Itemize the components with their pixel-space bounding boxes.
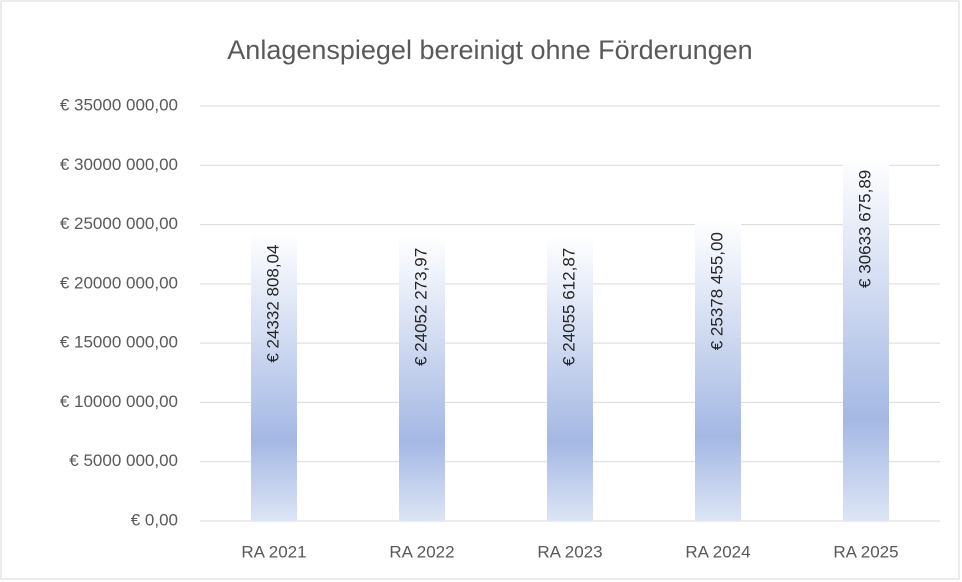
y-tick-label: € 15000 000,00	[60, 333, 178, 352]
value-label: € 25378 455,00	[707, 232, 726, 350]
x-tick-label: RA 2024	[685, 542, 750, 561]
bar	[399, 235, 445, 521]
y-tick-label: € 35000 000,00	[60, 95, 178, 114]
y-tick-label: € 0,00	[131, 510, 178, 529]
y-tick-label: € 10000 000,00	[60, 392, 178, 411]
y-tick-label: € 25000 000,00	[60, 214, 178, 233]
bar	[843, 157, 889, 521]
x-tick-label: RA 2023	[537, 542, 602, 561]
chart-title: Anlagenspiegel bereinigt ohne Förderunge…	[227, 35, 752, 65]
x-tick-label: RA 2021	[241, 542, 306, 561]
value-label: € 24332 808,04	[263, 244, 282, 362]
bar	[547, 235, 593, 521]
bar	[251, 232, 297, 521]
y-tick-label: € 5000 000,00	[69, 451, 178, 470]
value-label: € 30633 675,89	[855, 170, 874, 288]
bar	[695, 220, 741, 521]
value-label: € 24052 273,97	[411, 248, 430, 366]
value-label: € 24055 612,87	[559, 248, 578, 366]
x-tick-label: RA 2025	[833, 542, 898, 561]
x-tick-label: RA 2022	[389, 542, 454, 561]
y-tick-label: € 30000 000,00	[60, 155, 178, 174]
y-tick-label: € 20000 000,00	[60, 273, 178, 292]
